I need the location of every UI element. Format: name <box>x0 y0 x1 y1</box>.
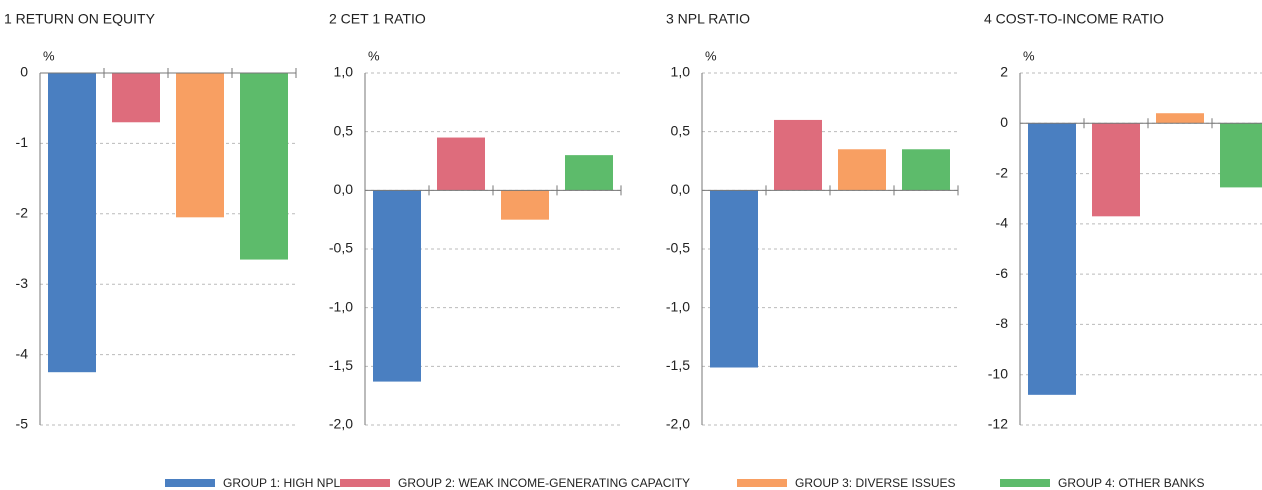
unit-label: % <box>368 48 380 63</box>
y-tick-label: -1,0 <box>329 298 353 314</box>
bar <box>1220 123 1262 188</box>
bar <box>710 190 758 368</box>
y-tick-label: -1,0 <box>666 298 690 314</box>
y-tick-label: -4 <box>996 215 1009 231</box>
bar <box>112 73 160 123</box>
y-tick-label: -4 <box>16 345 29 361</box>
y-tick-label: -2 <box>996 164 1009 180</box>
bar <box>838 149 886 191</box>
legend-label: GROUP 2: WEAK INCOME-GENERATING CAPACITY <box>398 476 690 490</box>
y-tick-label: -0,5 <box>666 240 690 256</box>
legend-swatch <box>1000 479 1050 487</box>
bar <box>48 73 96 373</box>
bar <box>501 190 549 220</box>
y-tick-label: -3 <box>16 275 29 291</box>
y-tick-label: 1,0 <box>671 64 691 80</box>
chart-title: 1 RETURN ON EQUITY <box>4 11 156 27</box>
y-tick-label: 2 <box>1000 64 1008 80</box>
y-tick-label: -8 <box>996 315 1009 331</box>
y-tick-label: 0 <box>1000 114 1008 130</box>
y-tick-label: -2,0 <box>666 416 690 432</box>
legend-label: GROUP 3: DIVERSE ISSUES <box>795 476 956 490</box>
chart-title: 3 NPL RATIO <box>666 11 750 27</box>
legend-swatch <box>165 479 215 487</box>
y-tick-label: 0,0 <box>671 181 691 197</box>
legend-swatch <box>340 479 390 487</box>
bar <box>1156 113 1204 124</box>
y-tick-label: -1,5 <box>329 357 353 373</box>
bar <box>240 73 288 260</box>
y-tick-label: -1 <box>16 134 29 150</box>
chart-title: 4 COST-TO-INCOME RATIO <box>984 11 1164 27</box>
y-tick-label: -1,5 <box>666 357 690 373</box>
unit-label: % <box>43 48 55 63</box>
y-tick-label: -0,5 <box>329 240 353 256</box>
unit-label: % <box>705 48 717 63</box>
bar <box>176 73 224 218</box>
legend-label: GROUP 4: OTHER BANKS <box>1058 476 1204 490</box>
y-tick-label: 0,0 <box>334 181 354 197</box>
legend-label: GROUP 1: HIGH NPLs <box>223 476 346 490</box>
y-tick-label: 0,5 <box>334 122 354 138</box>
y-tick-label: -2,0 <box>329 416 353 432</box>
y-tick-label: -12 <box>988 416 1008 432</box>
y-tick-label: -6 <box>996 265 1009 281</box>
y-tick-label: -5 <box>16 416 29 432</box>
bar <box>437 137 485 191</box>
y-tick-label: 0 <box>20 64 28 80</box>
y-tick-label: -10 <box>988 365 1008 381</box>
legend-swatch <box>737 479 787 487</box>
bar <box>373 190 421 382</box>
unit-label: % <box>1023 48 1035 63</box>
bar <box>1028 123 1076 395</box>
y-tick-label: 0,5 <box>671 122 691 138</box>
y-tick-label: -2 <box>16 205 29 221</box>
bar <box>565 155 613 191</box>
bar <box>1092 123 1140 217</box>
bar <box>774 119 822 191</box>
chart-title: 2 CET 1 RATIO <box>329 11 426 27</box>
y-tick-label: 1,0 <box>334 64 354 80</box>
bar <box>902 149 950 191</box>
